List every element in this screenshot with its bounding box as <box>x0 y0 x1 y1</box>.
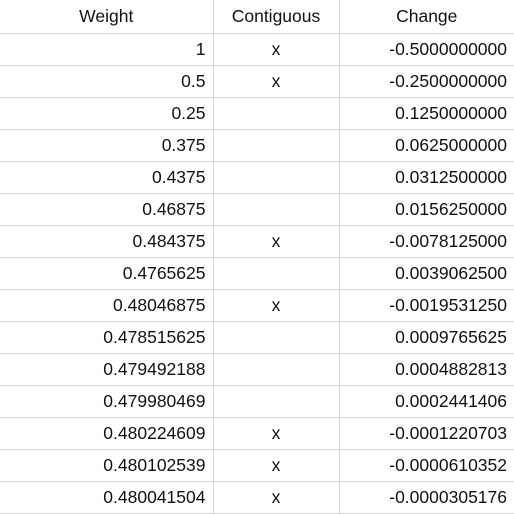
weight-cell[interactable]: 0.479492188 <box>0 353 214 386</box>
weight-cell[interactable]: 0.478515625 <box>0 321 214 354</box>
table-row: 0.5 x -0.2500000000 <box>0 65 514 98</box>
table-row: 0.478515625 0.0009765625 <box>0 321 514 354</box>
table-row: 1 x -0.5000000000 <box>0 33 514 66</box>
weight-cell[interactable]: 0.25 <box>0 97 214 130</box>
change-cell[interactable]: -0.0078125000 <box>339 225 514 258</box>
change-cell[interactable]: 0.0039062500 <box>339 257 514 290</box>
weight-cell[interactable]: 0.479980469 <box>0 385 214 418</box>
weight-cell[interactable]: 0.480102539 <box>0 449 214 482</box>
contiguous-cell[interactable] <box>213 385 340 418</box>
contiguous-cell[interactable]: x <box>213 481 340 514</box>
change-cell[interactable]: -0.0001220703 <box>339 417 514 450</box>
table-row: 0.25 0.1250000000 <box>0 97 514 130</box>
table-row: 0.4765625 0.0039062500 <box>0 257 514 290</box>
change-cell[interactable]: 0.0009765625 <box>339 321 514 354</box>
contiguous-cell[interactable] <box>213 129 340 162</box>
contiguous-cell[interactable] <box>213 161 340 194</box>
weight-cell[interactable]: 0.375 <box>0 129 214 162</box>
weight-cell[interactable]: 0.480041504 <box>0 481 214 514</box>
header-contiguous[interactable]: Contiguous <box>213 0 340 34</box>
weight-cell[interactable]: 0.4765625 <box>0 257 214 290</box>
weight-cell[interactable]: 0.4375 <box>0 161 214 194</box>
change-cell[interactable]: -0.5000000000 <box>339 33 514 66</box>
table-body: 1 x -0.5000000000 0.5 x -0.2500000000 0.… <box>0 33 514 514</box>
change-cell[interactable]: 0.0625000000 <box>339 129 514 162</box>
table-row: 0.48046875 x -0.0019531250 <box>0 289 514 322</box>
contiguous-cell[interactable] <box>213 321 340 354</box>
change-cell[interactable]: -0.0000610352 <box>339 449 514 482</box>
contiguous-cell[interactable]: x <box>213 417 340 450</box>
table-row: 0.479492188 0.0004882813 <box>0 353 514 386</box>
table-row: 0.4375 0.0312500000 <box>0 161 514 194</box>
header-row: Weight Contiguous Change <box>0 0 514 34</box>
contiguous-cell[interactable] <box>213 193 340 226</box>
change-cell[interactable]: 0.0312500000 <box>339 161 514 194</box>
contiguous-cell[interactable]: x <box>213 65 340 98</box>
change-cell[interactable]: 0.0004882813 <box>339 353 514 386</box>
change-cell[interactable]: 0.0002441406 <box>339 385 514 418</box>
change-cell[interactable]: 0.1250000000 <box>339 97 514 130</box>
change-cell[interactable]: -0.0019531250 <box>339 289 514 322</box>
table-row: 0.479980469 0.0002441406 <box>0 385 514 418</box>
weight-cell[interactable]: 1 <box>0 33 214 66</box>
table-row: 0.480224609 x -0.0001220703 <box>0 417 514 450</box>
table-row: 0.484375 x -0.0078125000 <box>0 225 514 258</box>
change-cell[interactable]: -0.0000305176 <box>339 481 514 514</box>
weight-cell[interactable]: 0.484375 <box>0 225 214 258</box>
contiguous-cell[interactable]: x <box>213 225 340 258</box>
contiguous-cell[interactable]: x <box>213 289 340 322</box>
table-row: 0.480102539 x -0.0000610352 <box>0 449 514 482</box>
weight-cell[interactable]: 0.48046875 <box>0 289 214 322</box>
header-weight[interactable]: Weight <box>0 0 214 34</box>
contiguous-cell[interactable] <box>213 257 340 290</box>
weight-cell[interactable]: 0.5 <box>0 65 214 98</box>
table-row: 0.375 0.0625000000 <box>0 129 514 162</box>
weight-cell[interactable]: 0.46875 <box>0 193 214 226</box>
header-change[interactable]: Change <box>339 0 514 34</box>
contiguous-cell[interactable] <box>213 97 340 130</box>
contiguous-cell[interactable] <box>213 353 340 386</box>
table-row: 0.46875 0.0156250000 <box>0 193 514 226</box>
contiguous-cell[interactable]: x <box>213 449 340 482</box>
weight-cell[interactable]: 0.480224609 <box>0 417 214 450</box>
table-row: 0.480041504 x -0.0000305176 <box>0 481 514 514</box>
change-cell[interactable]: 0.0156250000 <box>339 193 514 226</box>
change-cell[interactable]: -0.2500000000 <box>339 65 514 98</box>
contiguous-cell[interactable]: x <box>213 33 340 66</box>
